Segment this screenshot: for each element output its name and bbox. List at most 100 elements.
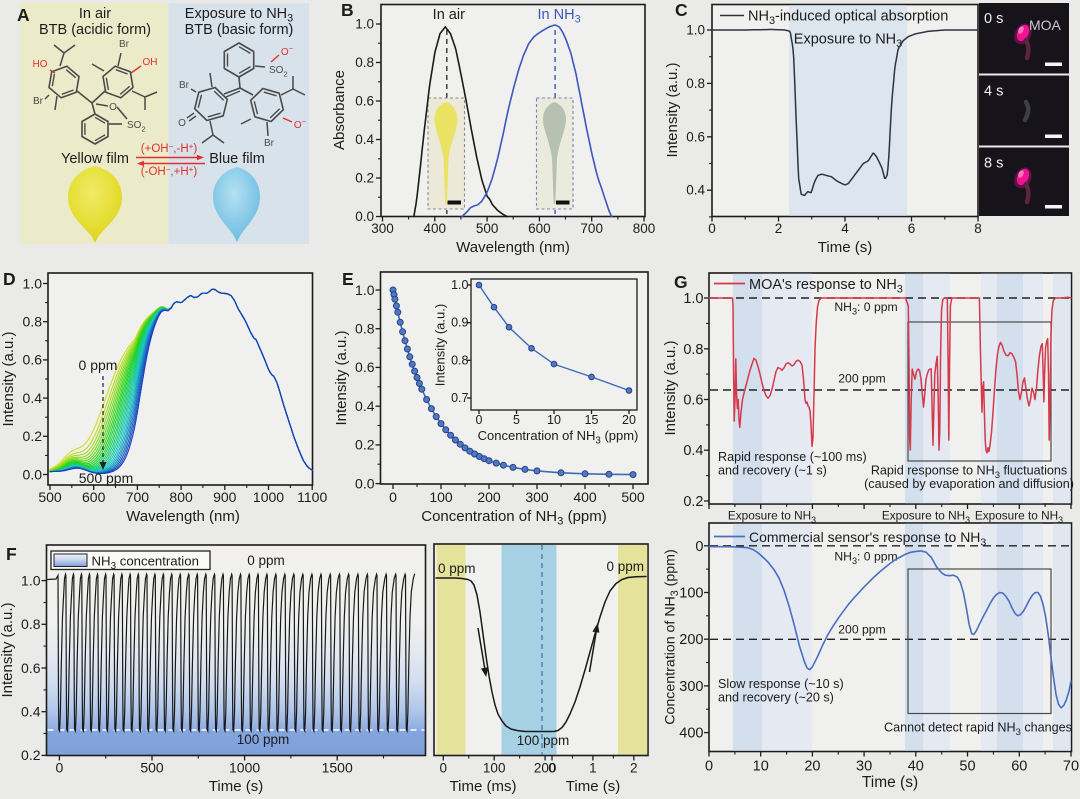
svg-text:1.0: 1.0 bbox=[355, 17, 374, 32]
svg-text:0.4: 0.4 bbox=[23, 390, 43, 406]
svg-text:400: 400 bbox=[679, 726, 703, 742]
svg-text:0: 0 bbox=[476, 413, 483, 427]
svg-text:Br: Br bbox=[264, 138, 275, 149]
svg-text:Time (s): Time (s) bbox=[862, 774, 918, 791]
svg-text:20: 20 bbox=[804, 759, 820, 775]
svg-text:800: 800 bbox=[169, 489, 193, 505]
svg-text:500: 500 bbox=[621, 489, 645, 505]
svg-text:700: 700 bbox=[580, 221, 603, 236]
svg-text:0.4: 0.4 bbox=[21, 704, 41, 720]
svg-text:0 ppm: 0 ppm bbox=[606, 559, 644, 574]
svg-text:Concentration of NH3 (ppm): Concentration of NH3 (ppm) bbox=[663, 549, 682, 724]
svg-text:(-OH−,+H+): (-OH−,+H+) bbox=[141, 165, 198, 178]
svg-text:Br: Br bbox=[179, 80, 190, 91]
svg-text:800: 800 bbox=[633, 221, 656, 236]
svg-text:A: A bbox=[17, 5, 30, 25]
svg-text:0.4: 0.4 bbox=[683, 443, 703, 459]
svg-text:(caused by evaporation and dif: (caused by evaporation and diffusion) bbox=[864, 477, 1074, 491]
svg-text:200: 200 bbox=[477, 489, 501, 505]
svg-text:0.0: 0.0 bbox=[355, 475, 375, 491]
svg-text:In NH3: In NH3 bbox=[538, 7, 581, 26]
svg-text:0.4: 0.4 bbox=[355, 398, 375, 414]
svg-text:Exposure to NH3: Exposure to NH3 bbox=[185, 6, 293, 25]
svg-text:200 ppm: 200 ppm bbox=[838, 623, 885, 637]
svg-text:F: F bbox=[6, 544, 17, 564]
svg-text:O: O bbox=[109, 102, 117, 113]
svg-text:40: 40 bbox=[908, 759, 924, 775]
svg-text:0.2: 0.2 bbox=[355, 437, 375, 453]
svg-text:Time (s): Time (s) bbox=[209, 778, 263, 794]
svg-text:30: 30 bbox=[856, 759, 872, 775]
svg-text:Exposure to NH3: Exposure to NH3 bbox=[882, 509, 970, 526]
svg-text:5: 5 bbox=[513, 413, 520, 427]
svg-text:10: 10 bbox=[547, 413, 561, 427]
svg-text:0.4: 0.4 bbox=[686, 183, 705, 198]
svg-text:4: 4 bbox=[841, 221, 849, 236]
svg-text:300: 300 bbox=[679, 679, 703, 695]
svg-text:0: 0 bbox=[548, 761, 556, 776]
svg-text:0.8: 0.8 bbox=[451, 353, 468, 367]
svg-text:Time (ms): Time (ms) bbox=[450, 778, 517, 794]
svg-text:1.0: 1.0 bbox=[23, 275, 43, 291]
svg-text:4 s: 4 s bbox=[984, 84, 1003, 100]
svg-text:0.2: 0.2 bbox=[355, 171, 374, 186]
svg-text:100: 100 bbox=[429, 489, 453, 505]
svg-text:NH3: 0 ppm: NH3: 0 ppm bbox=[834, 550, 897, 567]
svg-text:0.4: 0.4 bbox=[355, 132, 374, 147]
svg-text:500: 500 bbox=[476, 221, 499, 236]
svg-text:0.8: 0.8 bbox=[355, 321, 375, 337]
svg-text:1000: 1000 bbox=[253, 489, 284, 505]
svg-text:10: 10 bbox=[753, 759, 769, 775]
svg-text:0.2: 0.2 bbox=[21, 747, 41, 763]
svg-text:600: 600 bbox=[82, 489, 106, 505]
svg-text:Exposure to NH3: Exposure to NH3 bbox=[728, 509, 816, 526]
svg-text:20: 20 bbox=[622, 413, 636, 427]
svg-text:1.0: 1.0 bbox=[686, 23, 705, 38]
svg-text:SO2: SO2 bbox=[127, 120, 146, 134]
svg-text:60: 60 bbox=[1011, 759, 1027, 775]
svg-text:Time (s): Time (s) bbox=[818, 239, 872, 256]
svg-text:2: 2 bbox=[630, 761, 638, 776]
svg-text:and recovery (~1 s): and recovery (~1 s) bbox=[718, 464, 827, 478]
svg-text:and recovery (~20 s): and recovery (~20 s) bbox=[718, 691, 834, 705]
svg-text:400: 400 bbox=[573, 489, 597, 505]
svg-text:1.0: 1.0 bbox=[683, 291, 703, 307]
svg-text:100: 100 bbox=[483, 761, 506, 776]
svg-text:0.8: 0.8 bbox=[21, 616, 41, 632]
svg-text:500: 500 bbox=[38, 489, 62, 505]
svg-text:6: 6 bbox=[908, 221, 916, 236]
svg-text:0 ppm: 0 ppm bbox=[79, 357, 118, 373]
svg-text:300: 300 bbox=[371, 221, 394, 236]
svg-text:0.6: 0.6 bbox=[21, 660, 41, 676]
svg-text:E: E bbox=[342, 269, 354, 289]
svg-text:1000: 1000 bbox=[229, 760, 260, 776]
svg-text:Intensity (a.u.): Intensity (a.u.) bbox=[0, 331, 17, 426]
svg-text:Br: Br bbox=[33, 96, 44, 107]
svg-text:OH: OH bbox=[143, 57, 158, 68]
svg-text:0.0: 0.0 bbox=[355, 209, 374, 224]
svg-text:In air: In air bbox=[79, 6, 111, 22]
svg-text:C: C bbox=[675, 0, 688, 20]
svg-text:50: 50 bbox=[959, 759, 975, 775]
svg-text:1100: 1100 bbox=[297, 489, 327, 505]
svg-text:15: 15 bbox=[585, 413, 599, 427]
svg-text:0.6: 0.6 bbox=[683, 393, 703, 409]
svg-text:MOA's response to NH3: MOA's response to NH3 bbox=[749, 277, 903, 296]
svg-text:1500: 1500 bbox=[322, 760, 353, 776]
svg-text:0: 0 bbox=[440, 761, 448, 776]
svg-text:0 ppm: 0 ppm bbox=[247, 553, 285, 568]
svg-text:NH3-induced optical absorption: NH3-induced optical absorption bbox=[748, 9, 948, 28]
svg-text:0 s: 0 s bbox=[984, 11, 1003, 27]
svg-text:MOA: MOA bbox=[1029, 17, 1062, 33]
svg-text:1.0: 1.0 bbox=[451, 278, 468, 292]
svg-text:200: 200 bbox=[679, 632, 703, 648]
svg-text:Intensity (a.u.): Intensity (a.u.) bbox=[333, 330, 350, 425]
svg-text:400: 400 bbox=[424, 221, 447, 236]
svg-text:Absorbance: Absorbance bbox=[331, 70, 348, 150]
svg-text:700: 700 bbox=[126, 489, 150, 505]
svg-text:600: 600 bbox=[528, 221, 551, 236]
svg-text:Blue film: Blue film bbox=[209, 151, 265, 167]
svg-text:100 ppm: 100 ppm bbox=[517, 733, 570, 748]
svg-text:200: 200 bbox=[534, 761, 557, 776]
svg-text:500: 500 bbox=[140, 760, 164, 776]
